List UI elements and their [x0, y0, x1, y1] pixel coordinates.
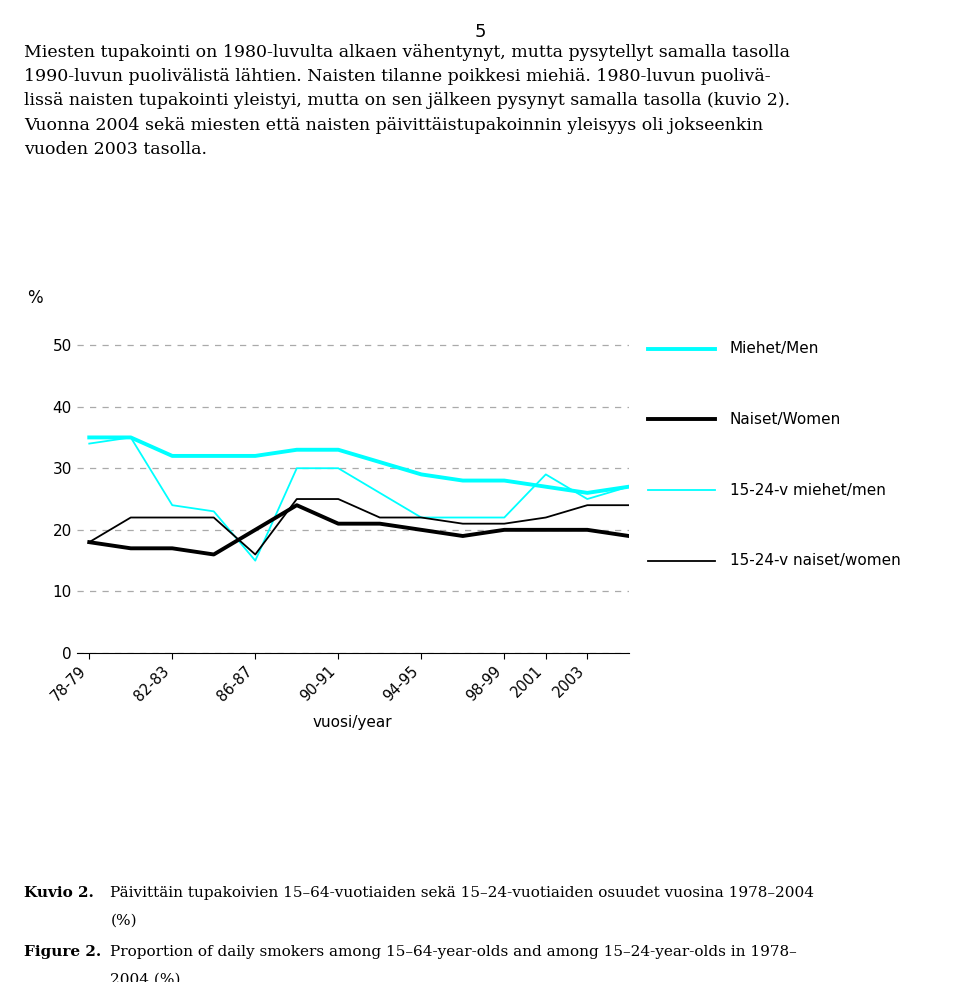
- Miehet/Men: [374, 457, 386, 468]
- Naiset/Women: [416, 524, 427, 536]
- Miehet/Men: [582, 487, 593, 499]
- Line: Naiset/Women: Naiset/Women: [89, 505, 629, 555]
- 15-24-v miehet/men: [623, 481, 635, 493]
- Naiset/Women: [125, 542, 136, 554]
- Miehet/Men: [623, 481, 635, 493]
- 15-24-v naiset/women: [623, 499, 635, 511]
- 15-24-v miehet/men: [416, 512, 427, 523]
- Naiset/Women: [166, 542, 178, 554]
- Naiset/Women: [623, 530, 635, 542]
- Text: Päivittäin tupakoivien 15–64-vuotiaiden sekä 15–24-vuotiaiden osuudet vuosina 19: Päivittäin tupakoivien 15–64-vuotiaiden …: [110, 886, 814, 900]
- Miehet/Men: [457, 474, 468, 486]
- 15-24-v miehet/men: [208, 506, 220, 518]
- X-axis label: vuosi/year: vuosi/year: [313, 715, 393, 731]
- 15-24-v naiset/women: [332, 493, 344, 505]
- Line: Miehet/Men: Miehet/Men: [89, 437, 629, 493]
- Miehet/Men: [540, 481, 552, 493]
- 15-24-v naiset/women: [291, 493, 302, 505]
- Miehet/Men: [84, 431, 95, 443]
- Naiset/Women: [250, 524, 261, 536]
- Text: (%): (%): [110, 913, 137, 927]
- 15-24-v naiset/women: [498, 518, 510, 529]
- Miehet/Men: [208, 450, 220, 462]
- 15-24-v naiset/women: [540, 512, 552, 523]
- Miehet/Men: [416, 468, 427, 480]
- Line: 15-24-v miehet/men: 15-24-v miehet/men: [89, 437, 629, 561]
- 15-24-v naiset/women: [416, 512, 427, 523]
- Naiset/Women: [84, 536, 95, 548]
- 15-24-v miehet/men: [540, 468, 552, 480]
- 15-24-v miehet/men: [498, 512, 510, 523]
- Text: 2004 (%).: 2004 (%).: [110, 972, 185, 982]
- 15-24-v naiset/women: [125, 512, 136, 523]
- 15-24-v miehet/men: [84, 438, 95, 450]
- 15-24-v naiset/women: [166, 512, 178, 523]
- Naiset/Women: [374, 518, 386, 529]
- Text: Figure 2.: Figure 2.: [24, 945, 101, 958]
- 15-24-v naiset/women: [84, 536, 95, 548]
- 15-24-v miehet/men: [457, 512, 468, 523]
- Miehet/Men: [250, 450, 261, 462]
- Text: 15-24-v naiset/women: 15-24-v naiset/women: [730, 553, 900, 569]
- 15-24-v naiset/women: [250, 549, 261, 561]
- Naiset/Women: [208, 549, 220, 561]
- Naiset/Women: [457, 530, 468, 542]
- Miehet/Men: [332, 444, 344, 456]
- Text: %: %: [27, 290, 43, 307]
- 15-24-v naiset/women: [208, 512, 220, 523]
- Naiset/Women: [291, 499, 302, 511]
- Naiset/Women: [498, 524, 510, 536]
- 15-24-v miehet/men: [332, 463, 344, 474]
- 15-24-v miehet/men: [582, 493, 593, 505]
- Text: Kuvio 2.: Kuvio 2.: [24, 886, 94, 900]
- Text: Proportion of daily smokers among 15–64-year-olds and among 15–24-year-olds in 1: Proportion of daily smokers among 15–64-…: [110, 945, 797, 958]
- 15-24-v miehet/men: [291, 463, 302, 474]
- 15-24-v miehet/men: [166, 499, 178, 511]
- 15-24-v miehet/men: [125, 431, 136, 443]
- Naiset/Women: [540, 524, 552, 536]
- Miehet/Men: [498, 474, 510, 486]
- 15-24-v miehet/men: [250, 555, 261, 567]
- Line: 15-24-v naiset/women: 15-24-v naiset/women: [89, 499, 629, 555]
- Miehet/Men: [166, 450, 178, 462]
- Naiset/Women: [582, 524, 593, 536]
- Naiset/Women: [332, 518, 344, 529]
- Text: 5: 5: [474, 23, 486, 40]
- Miehet/Men: [125, 431, 136, 443]
- Text: Naiset/Women: Naiset/Women: [730, 411, 841, 427]
- Text: Miesten tupakointi on 1980-luvulta alkaen vähentynyt, mutta pysytellyt samalla t: Miesten tupakointi on 1980-luvulta alkae…: [24, 44, 790, 158]
- Text: 15-24-v miehet/men: 15-24-v miehet/men: [730, 482, 885, 498]
- 15-24-v miehet/men: [374, 487, 386, 499]
- 15-24-v naiset/women: [582, 499, 593, 511]
- 15-24-v naiset/women: [457, 518, 468, 529]
- Miehet/Men: [291, 444, 302, 456]
- Text: Miehet/Men: Miehet/Men: [730, 341, 819, 356]
- 15-24-v naiset/women: [374, 512, 386, 523]
